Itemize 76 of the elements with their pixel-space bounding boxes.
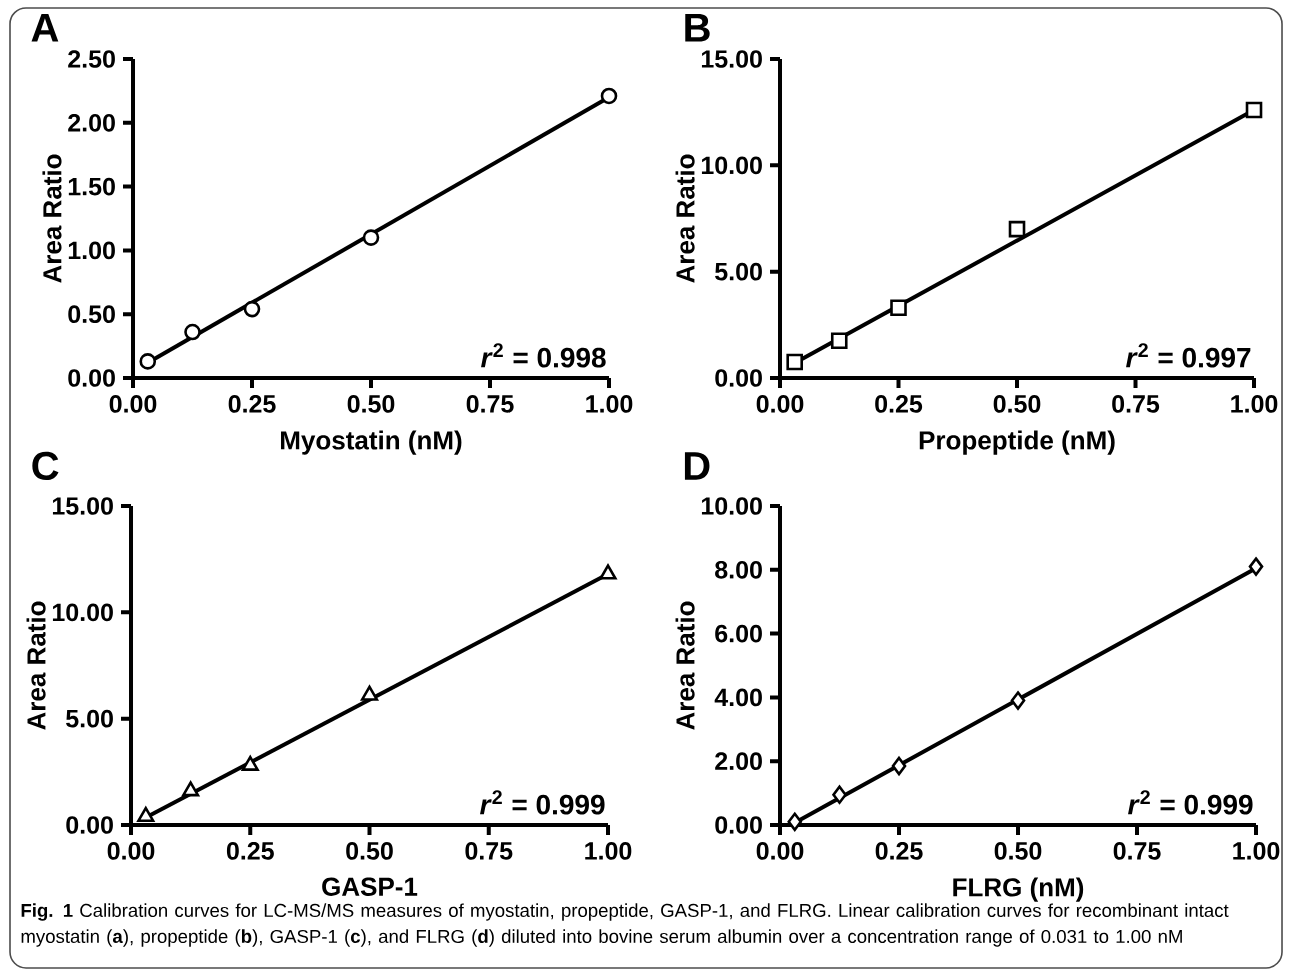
y-tick-label: 6.00 xyxy=(715,624,762,643)
annotation: r$^{2}$ = 0.998 xyxy=(481,343,606,368)
y-tick-label: 4.00 xyxy=(714,688,762,707)
x-tick-label: 0.00 xyxy=(109,395,157,413)
y-axis-title: Area Ratio xyxy=(675,154,695,283)
y-tick-label: 0.00 xyxy=(715,816,762,834)
chart-title: A xyxy=(31,14,59,42)
point xyxy=(891,756,907,776)
x-axis-title: GASP-1 xyxy=(322,877,418,896)
x-tick-label: 0.25 xyxy=(875,842,923,860)
y-tick-label: 2.50 xyxy=(68,50,115,68)
y-tick-label: 0.50 xyxy=(68,305,115,324)
y-axis-title: Area Ratio xyxy=(42,154,62,283)
chart-title: B xyxy=(685,14,710,42)
point xyxy=(241,755,259,771)
y-axis-title: Area Ratio xyxy=(26,601,46,730)
x-tick-label: 0.75 xyxy=(465,842,513,860)
x-tick-label: 0.25 xyxy=(226,842,274,860)
y-tick-label: 1.50 xyxy=(68,177,115,196)
x-axis-title: Propeptide (nM) xyxy=(919,430,1115,455)
x-tick-label: 0.00 xyxy=(107,842,155,860)
point xyxy=(137,806,155,822)
text: Fig. 1 Calibration curves for LC-MS/MS measures of myostatin, propeptide, GASP-1, and FLRG. Linear calibration curves for recombinant intact myostatin (a), propeptide (b), GASP-1 (c), and FLRG (d) diluted into bovine serum albumin over a concentration range of 0.031 to 1.00 nM xyxy=(21,903,1229,947)
y-tick-label: 8.00 xyxy=(715,560,762,579)
y-axis-title: Area Ratio xyxy=(675,601,695,730)
x-tick-label: 0.50 xyxy=(346,842,393,860)
y-tick-label: 15.00 xyxy=(701,50,762,68)
point xyxy=(600,87,618,105)
y-tick-label: 0.00 xyxy=(715,369,762,387)
annotation: r$^{2}$ = 0.997 xyxy=(1126,343,1251,368)
y-tick-label: 10.00 xyxy=(701,497,762,515)
point xyxy=(599,564,617,580)
y-tick-label: 10.00 xyxy=(52,603,113,622)
point xyxy=(362,229,380,246)
x-tick-label: 0.50 xyxy=(993,395,1041,413)
point xyxy=(243,300,261,318)
x-tick-label: 0.25 xyxy=(875,395,923,413)
y-tick-label: 2.00 xyxy=(715,752,762,771)
x-axis-title: Myostatin (nM) xyxy=(281,430,462,455)
x-tick-label: 0.75 xyxy=(1113,842,1161,860)
point xyxy=(1008,220,1026,238)
y-tick-label: 5.00 xyxy=(715,262,762,281)
y-tick-label: 1.00 xyxy=(68,241,115,260)
y-tick-label: 15.00 xyxy=(52,497,113,515)
y-tick-label: 5.00 xyxy=(66,709,113,728)
point xyxy=(360,685,379,701)
x-tick-label: 0.50 xyxy=(994,842,1042,860)
x-tick-label: 0.00 xyxy=(756,842,804,860)
chart-title: C xyxy=(32,451,59,481)
point xyxy=(786,353,804,371)
point xyxy=(830,332,848,350)
x-tick-label: 0.00 xyxy=(756,395,804,413)
point xyxy=(139,353,157,370)
y-tick-label: 2.00 xyxy=(68,113,115,132)
x-tick-label: 1.00 xyxy=(1231,395,1278,413)
x-tick-label: 0.75 xyxy=(1112,395,1160,413)
chart-title: D xyxy=(684,452,710,480)
x-tick-label: 1.00 xyxy=(586,395,633,413)
point xyxy=(184,323,201,341)
point xyxy=(890,299,907,317)
point xyxy=(832,785,847,804)
annotation: r$^{2}$ = 0.999 xyxy=(1128,790,1253,815)
x-tick-label: 0.75 xyxy=(466,395,514,413)
point xyxy=(1245,101,1263,119)
y-tick-label: 0.00 xyxy=(68,369,115,387)
x-tick-label: 1.00 xyxy=(585,842,632,860)
point xyxy=(182,781,200,797)
point xyxy=(787,812,803,832)
x-tick-label: 0.50 xyxy=(347,395,395,413)
x-tick-label: 1.00 xyxy=(1233,842,1280,860)
x-tick-label: 0.25 xyxy=(228,395,276,413)
point xyxy=(1010,691,1026,710)
annotation: r$^{2}$ = 0.999 xyxy=(480,790,605,815)
x-axis-title: FLRG (nM) xyxy=(953,877,1084,902)
y-tick-label: 10.00 xyxy=(701,156,762,175)
y-tick-label: 0.00 xyxy=(66,816,113,834)
